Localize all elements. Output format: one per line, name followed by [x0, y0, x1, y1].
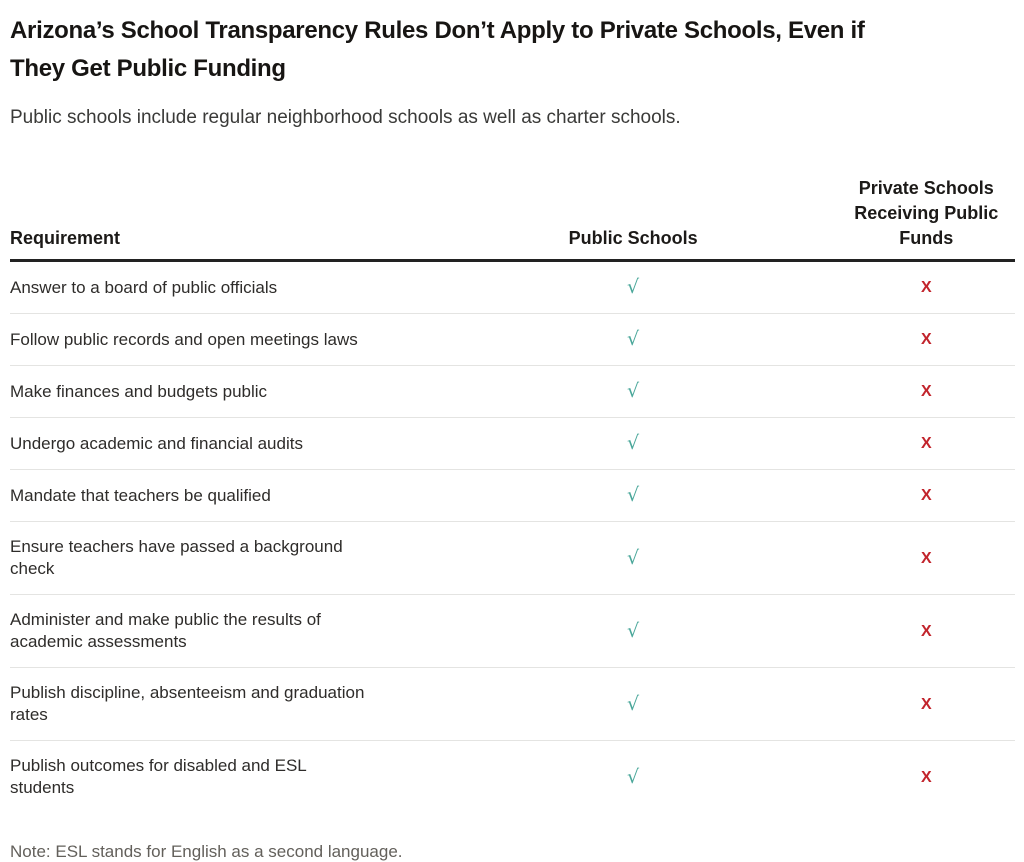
table-row: Mandate that teachers be qualified √ X	[10, 469, 1015, 522]
footnote: Note: ESL stands for English as a second…	[10, 842, 403, 861]
requirement-cell: Publish discipline, absenteeism and grad…	[10, 667, 533, 741]
transparency-comparison-table: Requirement Public Schools Private Schoo…	[10, 176, 1015, 813]
requirement-cell: Make finances and budgets public	[10, 365, 533, 418]
private-schools-cell: X	[734, 261, 1015, 314]
private-schools-cell: X	[733, 469, 1015, 522]
cross-icon: X	[920, 435, 932, 452]
table-body: Answer to a board of public officials √ …	[10, 261, 1015, 813]
header-row: Requirement Public Schools Private Schoo…	[10, 176, 1015, 262]
cross-icon: X	[920, 695, 932, 713]
public-schools-cell: √	[532, 740, 734, 813]
requirement-cell: Answer to a board of public officials	[10, 277, 278, 297]
check-icon: √	[627, 765, 640, 788]
page-subtitle: Public schools include regular neighborh…	[10, 107, 681, 128]
public-schools-cell: √	[532, 594, 734, 668]
cross-icon: X	[920, 279, 932, 296]
check-icon: √	[627, 276, 640, 298]
column-header-public-schools: Public Schools	[532, 176, 734, 262]
requirement-cell: Administer and make public the results o…	[10, 594, 533, 668]
table-row: Publish outcomes for disabled and ESL st…	[10, 740, 1015, 813]
column-header-private-schools: Private Schools Receiving Public Funds	[733, 176, 1015, 262]
cross-icon: X	[920, 622, 932, 640]
cross-icon: X	[920, 768, 932, 786]
check-icon: √	[627, 692, 640, 715]
requirement-cell: Undergo academic and financial audits	[10, 417, 533, 470]
private-schools-cell: X	[733, 365, 1015, 418]
table-row: Publish discipline, absenteeism and grad…	[10, 667, 1015, 741]
private-schools-cell: X	[733, 417, 1015, 470]
cross-icon: X	[920, 383, 932, 400]
requirement-cell: Mandate that teachers be qualified	[10, 469, 533, 522]
private-schools-cell: X	[733, 740, 1015, 813]
table-row: Undergo academic and financial audits √ …	[10, 417, 1015, 470]
private-schools-cell: X	[733, 521, 1015, 595]
check-icon: √	[627, 328, 640, 350]
public-schools-cell: √	[532, 521, 734, 595]
table-row: Make finances and budgets public √ X	[10, 365, 1015, 418]
public-schools-cell: √	[532, 313, 734, 366]
check-icon: √	[627, 432, 640, 454]
table-row: Answer to a board of public officials √ …	[10, 261, 1015, 314]
cross-icon: X	[920, 331, 932, 348]
public-schools-cell: √	[532, 365, 734, 418]
requirement-cell: Follow public records and open meetings …	[10, 313, 533, 366]
cross-icon: X	[920, 549, 932, 567]
requirement-cell: Ensure teachers have passed a background…	[10, 521, 533, 595]
check-icon: √	[627, 546, 640, 569]
private-schools-cell: X	[733, 667, 1015, 741]
check-icon: √	[627, 484, 640, 506]
public-schools-cell: √	[532, 469, 734, 522]
page-title: Arizona’s School Transparency Rules Don’…	[10, 17, 865, 82]
public-schools-cell: √	[533, 261, 734, 314]
public-schools-cell: √	[532, 667, 734, 741]
private-schools-cell: X	[733, 594, 1015, 668]
cross-icon: X	[920, 487, 932, 504]
check-icon: √	[627, 619, 640, 642]
column-header-requirement: Requirement	[10, 176, 533, 262]
table-row: Follow public records and open meetings …	[10, 313, 1015, 366]
check-icon: √	[627, 380, 640, 402]
table-header: Requirement Public Schools Private Schoo…	[10, 176, 1015, 262]
requirement-cell: Publish outcomes for disabled and ESL st…	[10, 740, 533, 813]
table-row: Administer and make public the results o…	[10, 594, 1015, 668]
table-row: Ensure teachers have passed a background…	[10, 521, 1015, 595]
public-schools-cell: √	[532, 417, 734, 470]
private-schools-cell: X	[733, 313, 1015, 366]
